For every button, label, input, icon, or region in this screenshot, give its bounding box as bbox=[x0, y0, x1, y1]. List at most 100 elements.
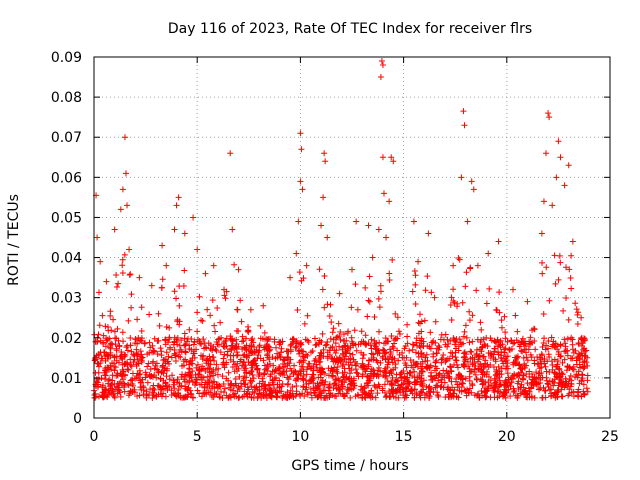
data-point bbox=[221, 351, 228, 358]
data-point bbox=[468, 349, 475, 356]
data-point bbox=[291, 369, 298, 376]
data-point bbox=[110, 388, 117, 395]
data-point bbox=[532, 380, 539, 387]
data-point bbox=[368, 336, 375, 343]
data-point bbox=[130, 382, 137, 389]
data-point bbox=[371, 370, 378, 377]
data-point bbox=[199, 376, 206, 383]
data-point bbox=[137, 348, 144, 355]
data-point bbox=[160, 377, 167, 384]
data-point bbox=[300, 275, 307, 282]
data-point bbox=[411, 394, 418, 401]
data-point bbox=[503, 357, 510, 364]
data-point bbox=[127, 271, 134, 278]
data-point bbox=[179, 394, 186, 401]
data-point bbox=[299, 353, 306, 360]
data-point bbox=[239, 338, 246, 345]
data-point bbox=[287, 274, 294, 281]
data-point bbox=[539, 343, 546, 350]
data-point bbox=[278, 349, 285, 356]
data-point bbox=[473, 346, 480, 353]
data-point bbox=[122, 371, 129, 378]
data-point bbox=[324, 301, 331, 308]
data-point bbox=[169, 372, 176, 379]
data-point bbox=[388, 380, 395, 387]
data-point bbox=[377, 74, 384, 81]
data-point bbox=[554, 394, 561, 401]
data-point bbox=[423, 390, 430, 397]
data-point bbox=[329, 329, 336, 336]
data-point bbox=[428, 289, 435, 296]
data-point bbox=[476, 363, 483, 370]
data-point bbox=[261, 346, 268, 353]
data-point bbox=[99, 312, 106, 319]
data-point bbox=[502, 345, 509, 352]
data-point bbox=[472, 371, 479, 378]
data-point bbox=[517, 365, 524, 372]
data-point bbox=[460, 333, 467, 340]
data-point bbox=[348, 334, 355, 341]
data-point bbox=[550, 338, 557, 345]
data-point bbox=[273, 374, 280, 381]
data-point bbox=[487, 350, 494, 357]
data-point bbox=[95, 369, 102, 376]
data-point bbox=[516, 361, 523, 368]
data-point bbox=[556, 252, 563, 259]
data-point bbox=[552, 363, 559, 370]
data-point bbox=[324, 338, 331, 345]
data-point bbox=[228, 342, 235, 349]
data-point bbox=[293, 250, 300, 257]
data-point bbox=[167, 346, 174, 353]
data-point bbox=[321, 150, 328, 157]
data-point bbox=[426, 394, 433, 401]
data-point bbox=[332, 350, 339, 357]
data-point bbox=[117, 393, 124, 400]
data-point bbox=[256, 369, 263, 376]
data-point bbox=[326, 351, 333, 358]
data-point bbox=[256, 380, 263, 387]
data-point bbox=[344, 330, 351, 337]
data-point bbox=[341, 392, 348, 399]
data-point bbox=[387, 346, 394, 353]
data-point bbox=[375, 226, 382, 233]
data-point bbox=[332, 382, 339, 389]
data-point bbox=[448, 294, 455, 301]
data-point bbox=[502, 335, 509, 342]
data-point bbox=[271, 336, 278, 343]
data-point bbox=[217, 319, 224, 326]
data-point bbox=[221, 385, 228, 392]
data-point bbox=[366, 298, 373, 305]
data-point bbox=[154, 350, 161, 357]
data-point bbox=[174, 379, 181, 386]
data-point bbox=[375, 364, 382, 371]
data-point bbox=[422, 358, 429, 365]
data-point bbox=[368, 388, 375, 395]
data-point bbox=[463, 334, 470, 341]
data-point bbox=[143, 394, 150, 401]
data-point bbox=[264, 351, 271, 358]
data-point bbox=[235, 343, 242, 350]
data-point bbox=[119, 256, 126, 263]
data-point bbox=[371, 341, 378, 348]
data-point bbox=[537, 356, 544, 363]
data-point bbox=[327, 344, 334, 351]
data-point bbox=[146, 311, 153, 318]
data-point bbox=[514, 380, 521, 387]
data-point bbox=[216, 394, 223, 401]
data-point bbox=[502, 379, 509, 386]
data-point bbox=[136, 392, 143, 399]
data-point bbox=[540, 310, 547, 317]
data-point bbox=[209, 297, 216, 304]
data-point bbox=[545, 338, 552, 345]
data-point bbox=[446, 355, 453, 362]
data-point bbox=[523, 354, 530, 361]
data-point bbox=[404, 370, 411, 377]
y-tick-label: 0.07 bbox=[51, 130, 82, 146]
data-point bbox=[342, 343, 349, 350]
data-point bbox=[111, 394, 118, 401]
data-point bbox=[470, 186, 477, 193]
data-point bbox=[293, 382, 300, 389]
data-point bbox=[261, 329, 268, 336]
data-point bbox=[416, 311, 423, 318]
data-point bbox=[447, 337, 454, 344]
